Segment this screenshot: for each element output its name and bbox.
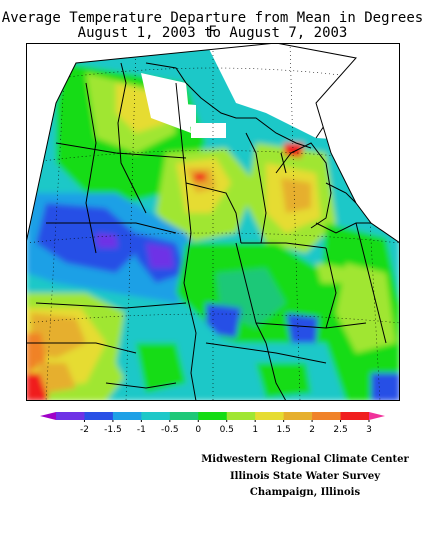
map-title: Average Temperature Departure from Mean … — [1, 10, 424, 40]
legend-tick-label: -1.5 — [104, 425, 122, 435]
legend-tick-label: 2 — [309, 425, 315, 435]
legend-tick-label: 3 — [366, 425, 372, 435]
temperature-departure-map — [26, 43, 400, 401]
legend-left-arrow — [40, 412, 56, 420]
legend-swatch — [169, 412, 199, 420]
credit-center: Midwestern Regional Climate Center — [201, 454, 409, 465]
legend-tick-label: -2 — [80, 425, 89, 435]
legend-right-arrow — [369, 412, 385, 420]
legend-tick-label: 1.5 — [276, 425, 290, 435]
credit-survey: Illinois State Water Survey — [229, 471, 381, 482]
legend-swatch — [255, 412, 285, 420]
legend-tick-label: -1 — [137, 425, 146, 435]
legend-swatch — [56, 412, 85, 420]
legend-tick-label: 2.5 — [333, 425, 347, 435]
legend-swatch — [84, 412, 114, 420]
legend-tick-label: 0 — [195, 425, 201, 435]
map-date-range: August 1, 2003 to August 7, 2003 — [77, 25, 348, 41]
legend-swatch — [198, 412, 228, 420]
legend-tick-label: 1 — [252, 425, 258, 435]
legend-swatch — [283, 412, 313, 420]
legend-tick-label: -0.5 — [161, 425, 179, 435]
color-scale-legend: -2-1.5-1-0.500.511.522.533.5 — [40, 410, 385, 438]
legend-tick-label: 0.5 — [220, 425, 234, 435]
legend-swatch — [141, 412, 171, 420]
legend-swatch — [312, 412, 342, 420]
legend-swatch — [226, 412, 256, 420]
legend-swatch — [112, 412, 142, 420]
credit-location: Champaign, Illinois — [249, 487, 361, 498]
legend-swatch — [340, 412, 370, 420]
